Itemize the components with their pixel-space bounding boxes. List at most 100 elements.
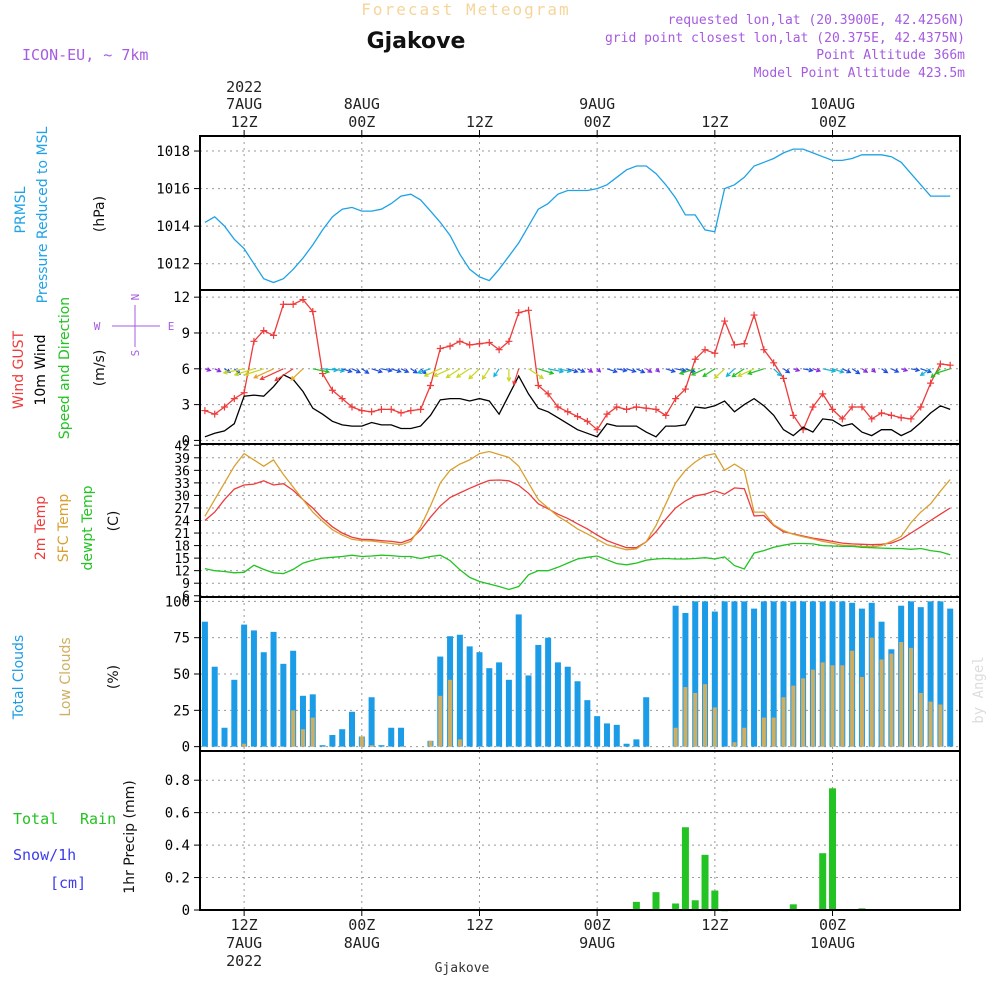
low-clouds-bar xyxy=(438,695,443,747)
total-clouds-bar xyxy=(486,668,493,747)
low-clouds-bar xyxy=(928,701,933,747)
gust-marker xyxy=(583,417,591,425)
wind-direction-arrow xyxy=(636,368,646,374)
gust-marker xyxy=(377,405,385,413)
y-tick-label: 15 xyxy=(174,552,190,567)
y-tick-label: 6 xyxy=(182,590,190,605)
y-tick-label: 0 xyxy=(182,740,190,756)
y-tick-label: 75 xyxy=(173,631,190,647)
rain-bar xyxy=(789,904,797,910)
total-clouds-bar xyxy=(250,630,257,747)
wind-direction-arrow xyxy=(737,368,755,377)
series-line-prmsl xyxy=(204,148,951,284)
total-clouds-bar xyxy=(731,601,738,747)
total-clouds-bar xyxy=(682,612,689,747)
series-line-10m-wind xyxy=(204,373,951,438)
total-clouds-bar xyxy=(476,652,483,747)
gust-marker xyxy=(613,403,621,411)
gust-marker xyxy=(250,337,258,345)
low-clouds-bar xyxy=(291,710,296,747)
low-clouds-bar xyxy=(830,665,835,747)
rain-bar xyxy=(711,890,719,910)
wind-direction-arrow xyxy=(468,368,480,380)
total-clouds-bar xyxy=(368,697,375,747)
gust-marker xyxy=(789,411,797,419)
compass-n: N xyxy=(129,294,142,301)
wind-direction-arrow xyxy=(587,368,594,373)
wind-direction-arrow xyxy=(773,368,782,377)
wind-direction-arrow xyxy=(481,368,490,381)
low-clouds-bar xyxy=(693,692,698,747)
wind-direction-arrow xyxy=(567,368,579,374)
gust-marker xyxy=(466,341,474,349)
y-tick-label: 0 xyxy=(182,433,190,449)
y-tick-label: 0.4 xyxy=(165,838,190,854)
wind-direction-arrow xyxy=(702,368,716,378)
wind-direction-arrow xyxy=(423,368,441,377)
wind-direction-arrow xyxy=(351,368,362,374)
low-clouds-bar xyxy=(673,727,678,747)
low-clouds-bar xyxy=(771,717,776,747)
compass-e: E xyxy=(168,320,175,333)
low-clouds-bar xyxy=(359,736,364,747)
time-label-bottom-year: 2022 xyxy=(226,952,262,970)
total-clouds-bar xyxy=(584,700,591,747)
low-clouds-bar xyxy=(712,707,717,747)
total-clouds-bar xyxy=(564,666,571,747)
total-clouds-bar xyxy=(231,679,238,747)
low-clouds-bar xyxy=(791,685,796,747)
wind-direction-arrow xyxy=(861,368,869,373)
y-tick-label: 30 xyxy=(174,489,190,504)
series-line-sfc-temp xyxy=(204,450,951,551)
compass-s: S xyxy=(129,350,142,357)
gust-marker xyxy=(770,359,778,367)
total-clouds-bar xyxy=(260,652,267,747)
precip-unit: 1hr Precip (mm) xyxy=(122,780,138,893)
time-label-top-date: 10AUG xyxy=(810,95,855,113)
total-clouds-bar xyxy=(633,739,640,747)
gust-marker xyxy=(848,403,856,411)
time-label-top-hour: 00Z xyxy=(348,113,375,131)
gust-marker xyxy=(642,404,650,412)
clouds-unit: (%) xyxy=(106,665,122,689)
total-clouds-bar xyxy=(927,601,934,747)
total-clouds-bar xyxy=(692,601,699,747)
low-clouds-bar xyxy=(732,742,737,747)
total-clouds-bar xyxy=(339,729,346,747)
series-line-dewpt-temp xyxy=(204,542,951,591)
gust-marker xyxy=(878,409,886,417)
gust-marker xyxy=(917,403,925,411)
wind-direction-arrow xyxy=(528,368,545,379)
wind-direction-arrow xyxy=(934,368,951,375)
gust-marker xyxy=(348,403,356,411)
low-clouds-bar xyxy=(300,729,305,747)
wind-direction-arrow xyxy=(881,368,889,374)
low-clouds-bar xyxy=(369,745,374,747)
rain-bar xyxy=(632,901,640,910)
total-clouds-bar xyxy=(790,601,797,747)
low-clouds-bar xyxy=(742,727,747,747)
y-tick-label: 25 xyxy=(173,703,190,719)
gust-marker xyxy=(858,403,866,411)
time-label-bottom-hour: 12Z xyxy=(701,916,728,934)
wind-direction-arrow xyxy=(506,368,512,383)
y-tick-label: 39 xyxy=(174,452,190,467)
gust-marker xyxy=(927,379,935,387)
low-clouds-bar xyxy=(820,662,825,747)
gust-marker xyxy=(936,360,944,368)
y-tick-label: 3 xyxy=(182,398,190,414)
wind-direction-arrow xyxy=(342,368,353,374)
wind-direction-arrow xyxy=(214,367,222,373)
wind-direction-arrow xyxy=(832,368,845,374)
wind-direction-arrow xyxy=(433,368,451,377)
gust-marker xyxy=(201,407,209,415)
total-clouds-bar xyxy=(211,666,218,747)
wind-direction-arrow xyxy=(371,368,383,374)
time-label-bottom-date: 8AUG xyxy=(344,934,380,952)
gust-marker xyxy=(750,311,758,319)
time-label-top-hour: 12Z xyxy=(231,113,258,131)
low-clouds-bar xyxy=(879,659,884,747)
y-tick-label: 1014 xyxy=(156,219,190,235)
wind-direction-arrow xyxy=(851,368,861,375)
gust-marker xyxy=(240,389,248,397)
